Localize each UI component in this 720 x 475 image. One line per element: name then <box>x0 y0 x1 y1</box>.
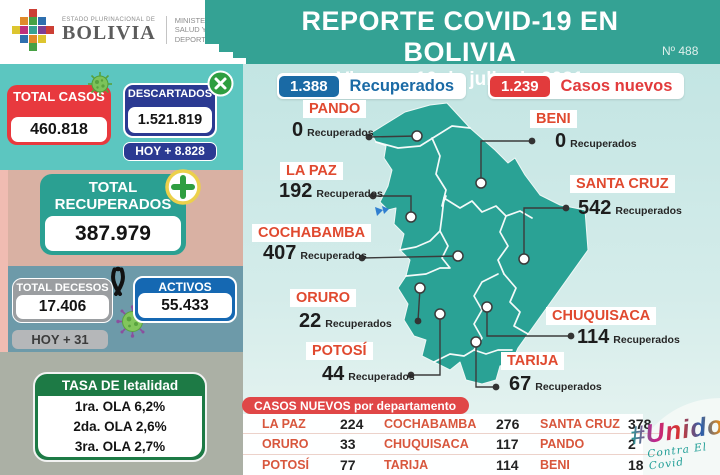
map-value-santa-cruz: 542 Recuperados <box>578 197 682 219</box>
total-recovered-label: TOTAL RECUPERADOS <box>54 179 172 213</box>
logo-country: BOLIVIA <box>62 22 156 44</box>
discarded-today: HOY + 8.828 <box>123 142 217 161</box>
map-value-chuquisaca: 114 Recuperados <box>577 326 680 348</box>
discarded-value: 1.521.819 <box>128 107 212 133</box>
total-recovered-value: 387.979 <box>45 216 181 251</box>
total-cases-label: TOTAL CASOS <box>13 89 105 104</box>
total-deaths-box: TOTAL DECESOS 17.406 <box>12 278 113 323</box>
logo-divider <box>165 16 167 44</box>
map-value-beni: 0 Recuperados <box>555 130 637 152</box>
map-label-cochabamba: COCHABAMBA <box>252 224 372 242</box>
new-cases-badge: 1.239 Casos nuevos <box>488 73 685 99</box>
map-value-la-paz: 192 Recuperados <box>279 180 383 202</box>
lake-titicaca-arrow-icon <box>375 206 389 216</box>
active-cases-label: ACTIVOS <box>158 280 212 294</box>
map-label-chuquisaca: CHUQUISACA <box>546 307 657 325</box>
mourning-ribbon-icon <box>111 266 125 296</box>
lethality-wave-2: 2da. OLA 2,6% <box>73 419 167 434</box>
discarded-box: DESCARTADOS 1.521.819 <box>123 83 217 138</box>
table-row: ORURO 33 CHUQUISACA 117 PANDO 2 <box>243 434 662 455</box>
total-deaths-label: TOTAL DECESOS <box>16 282 109 294</box>
total-recovered-box: TOTAL RECUPERADOS 387.979 <box>40 174 186 255</box>
table-row: LA PAZ 224 COCHABAMBA 276 SANTA CRUZ 378 <box>243 414 662 435</box>
lethality-rate-label: TASA DE letalidad <box>61 378 179 393</box>
new-cases-table: LA PAZ 224 COCHABAMBA 276 SANTA CRUZ 378… <box>243 414 662 475</box>
map-label-santa-cruz: SANTA CRUZ <box>570 175 675 193</box>
lethality-rate-values: 1ra. OLA 6,2% 2da. OLA 2,6% 3ra. OLA 2,7… <box>38 396 202 457</box>
left-accent-strip <box>0 170 8 352</box>
plus-icon <box>165 169 201 205</box>
active-cases-box: ACTIVOS 55.433 <box>133 276 237 323</box>
lethality-wave-3: 3ra. OLA 2,7% <box>74 439 166 454</box>
map-value-oruro: 22 Recuperados <box>299 310 392 332</box>
logo-ministry: MINISTERIO DE SALUD Y DEPORTES <box>174 15 231 44</box>
map-value-tarija: 67 Recuperados <box>509 373 602 395</box>
recovered-badge: 1.388 Recuperados <box>277 73 467 99</box>
ministry-logo-card: ESTADO PLURINACIONAL DE BOLIVIA MINISTER… <box>0 0 246 64</box>
virus-icon <box>88 72 112 96</box>
map-label-potosi: POTOSÍ <box>306 342 373 360</box>
map-label-tarija: TARIJA <box>501 352 565 370</box>
total-cases-value: 460.818 <box>11 117 107 142</box>
table-row: POTOSÍ 77 TARIJA 114 BENI 18 <box>262 456 644 473</box>
recovered-badge-label: Recuperados <box>349 76 455 95</box>
recovered-badge-value: 1.388 <box>279 75 339 97</box>
total-deaths-value: 17.406 <box>16 295 109 319</box>
total-cases-box: TOTAL CASOS 460.818 <box>7 85 111 145</box>
new-cases-badge-value: 1.239 <box>490 75 550 97</box>
report-number: Nº 488 <box>662 44 699 58</box>
page-title: REPORTE COVID-19 EN BOLIVIA <box>301 6 619 68</box>
discarded-x-icon <box>207 70 234 97</box>
new-cases-table-title: CASOS NUEVOS por departamento <box>242 397 469 414</box>
new-cases-badge-label: Casos nuevos <box>560 76 673 95</box>
map-label-beni: BENI <box>530 110 577 128</box>
map-label-pando: PANDO <box>303 100 367 118</box>
map-value-cochabamba: 407 Recuperados <box>263 242 367 264</box>
logo-country-pre: ESTADO PLURINACIONAL DE <box>62 17 156 23</box>
map-label-la-paz: LA PAZ <box>280 162 343 180</box>
active-cases-value: 55.433 <box>138 293 232 318</box>
lethality-wave-1: 1ra. OLA 6,2% <box>74 399 166 414</box>
map-value-potosi: 44 Recuperados <box>322 363 415 385</box>
bolivia-emblem-icon <box>12 9 54 51</box>
map-value-pando: 0 Recuperados <box>292 119 374 141</box>
discarded-label: DESCARTADOS <box>127 88 213 100</box>
map-label-oruro: ORURO <box>290 289 356 307</box>
lethality-rate-box: TASA DE letalidad 1ra. OLA 6,2% 2da. OLA… <box>33 372 207 462</box>
deaths-today: HOY + 31 <box>12 330 108 349</box>
